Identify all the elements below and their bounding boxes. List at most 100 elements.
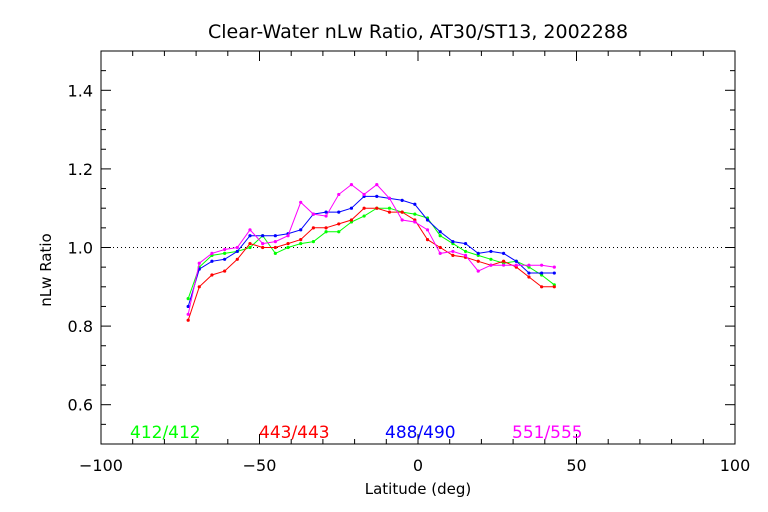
series-line (187, 207, 555, 299)
data-point (425, 218, 430, 222)
data-point (400, 218, 404, 222)
data-point (197, 285, 201, 289)
data-point (413, 202, 417, 206)
data-point (438, 245, 442, 250)
data-point (223, 257, 227, 261)
x-axis-label: Latitude (deg) (365, 480, 471, 498)
series-488-490 (186, 194, 556, 309)
data-point (248, 234, 252, 238)
data-point (311, 226, 315, 230)
data-point (476, 251, 480, 255)
data-point (311, 240, 315, 244)
data-point (235, 245, 239, 250)
data-point (425, 228, 430, 232)
series-line (187, 207, 555, 321)
series-line (187, 183, 555, 315)
data-point (273, 251, 277, 255)
tick-labels: −100 −50 0 50 100 0.6 0.8 1.0 1.2 1.4 (68, 81, 751, 475)
data-point (438, 251, 442, 255)
data-point (451, 253, 455, 257)
data-point (451, 240, 455, 244)
data-point (540, 263, 544, 267)
data-point (273, 245, 277, 250)
data-point (337, 192, 341, 197)
chart-title: Clear-Water nLw Ratio, AT30/ST13, 200228… (208, 21, 628, 43)
series-443-443 (186, 206, 556, 322)
data-point (362, 214, 366, 218)
data-point (324, 214, 328, 218)
series-412-412 (186, 206, 556, 301)
data-point (186, 296, 190, 301)
data-point (223, 247, 227, 252)
data-point (210, 251, 214, 255)
data-point (286, 241, 290, 246)
series-line (187, 195, 555, 307)
x-tick-label: 100 (720, 456, 751, 475)
data-point (425, 238, 430, 242)
y-tick-label: 1.4 (68, 81, 93, 100)
axis-ticks (100, 51, 736, 444)
data-point (261, 234, 265, 238)
data-point (337, 210, 341, 214)
data-point (324, 226, 328, 230)
series-551-555 (186, 183, 556, 316)
data-point (387, 206, 392, 210)
data-point (514, 259, 518, 263)
y-tick-label: 0.6 (68, 396, 93, 415)
data-point (186, 304, 190, 309)
data-point (210, 273, 214, 277)
legend-entry: 412/412 (130, 423, 201, 443)
data-point (501, 251, 506, 255)
data-point (552, 265, 556, 269)
data-point (235, 257, 239, 261)
series-group (186, 183, 556, 322)
data-point (248, 228, 252, 232)
data-point (349, 183, 354, 187)
data-point (489, 249, 493, 254)
legend-entry: 488/490 (385, 423, 456, 443)
data-point (286, 245, 290, 250)
data-point (186, 312, 190, 316)
data-point (235, 249, 239, 254)
data-point (413, 220, 417, 224)
data-point (463, 253, 468, 257)
data-point (299, 238, 303, 242)
y-tick-label: 0.8 (68, 317, 93, 336)
data-point (463, 249, 468, 254)
data-point (273, 240, 277, 244)
data-point (299, 228, 303, 232)
data-point (299, 241, 303, 246)
data-point (400, 210, 404, 214)
data-point (387, 196, 392, 200)
data-point (438, 230, 442, 234)
data-point (311, 212, 315, 216)
y-axis-label: nLw Ratio (37, 233, 55, 306)
data-point (501, 263, 506, 267)
data-point (248, 245, 252, 250)
data-point (261, 241, 265, 246)
data-point (248, 241, 252, 246)
y-tick-label: 1.0 (68, 239, 93, 258)
data-point (337, 222, 341, 226)
data-point (451, 249, 455, 254)
legend-entry: 443/443 (259, 423, 330, 443)
x-tick-label: 50 (566, 456, 586, 475)
data-point (375, 206, 379, 210)
data-point (362, 192, 366, 197)
legend-entry: 551/555 (512, 423, 583, 443)
legend: 412/412 443/443 488/490 551/555 (130, 423, 583, 443)
data-point (501, 259, 506, 263)
data-point (375, 194, 379, 199)
data-point (552, 271, 556, 275)
data-point (223, 269, 227, 273)
data-point (186, 318, 190, 322)
data-point (273, 234, 277, 238)
x-tick-label: −50 (243, 456, 277, 475)
data-point (527, 271, 531, 275)
data-point (400, 198, 404, 202)
data-point (362, 206, 366, 210)
data-point (514, 263, 518, 267)
x-tick-label: −100 (79, 456, 123, 475)
data-point (324, 230, 328, 234)
